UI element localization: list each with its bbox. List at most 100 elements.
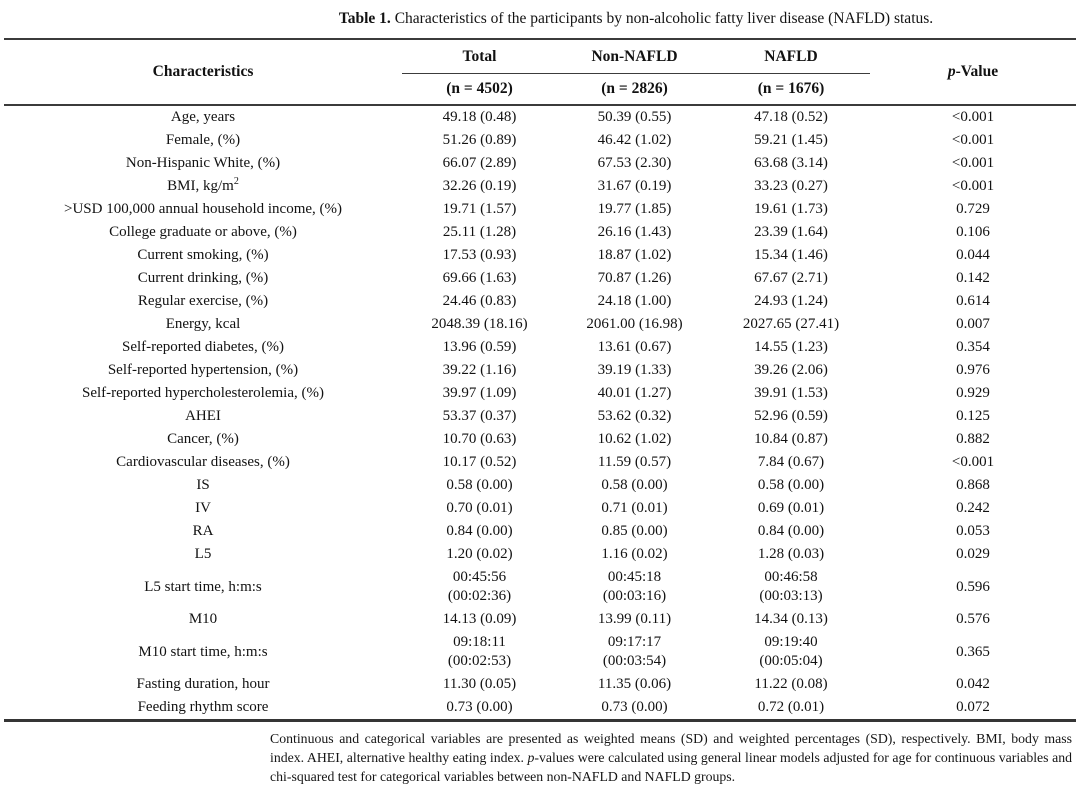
cell-nafld: 63.68 (3.14) <box>754 155 828 171</box>
cell-p-value: 0.053 <box>956 523 990 539</box>
cell-non-nafld: 67.53 (2.30) <box>597 155 672 171</box>
column-header-nafld: NAFLD <box>712 39 870 74</box>
cell-total: 14.13 (0.09) <box>442 611 517 627</box>
cell-total: 10.70 (0.63) <box>442 431 517 447</box>
table-row: Fasting duration, hour 11.30 (0.05) 11.35 … <box>4 673 1076 696</box>
p-value-italic-p: p <box>947 63 956 80</box>
cell-nafld: 23.39 (1.64) <box>754 224 828 240</box>
table-row: IV 0.70 (0.01) 0.71 (0.01) 0.69 (0.01) 0.242 <box>4 497 1076 520</box>
cell-line: 09:18:11 <box>453 634 506 650</box>
table-row: L5 1.20 (0.02) 1.16 (0.02) 1.28 (0.03) 0.029 <box>4 543 1076 566</box>
cell-nafld: 0.72 (0.01) <box>757 699 825 715</box>
table-caption-text: Characteristics of the participants by n… <box>390 10 934 27</box>
table-body: Age, years 49.18 (0.48) 50.39 (0.55) 47.18 … <box>4 105 1076 721</box>
table-footnote: Continuous and categorical variables are… <box>270 729 1072 786</box>
cell-p-value: 0.242 <box>956 500 990 516</box>
table-row: Non-Hispanic White, (%) 66.07 (2.89) 67.53… <box>4 152 1076 175</box>
cell-p-value: 0.976 <box>956 362 990 378</box>
row-label: Feeding rhythm score <box>137 699 269 715</box>
column-header-n-count: (n = 2826) <box>557 73 712 106</box>
cell-line: (00:03:54) <box>602 653 667 669</box>
cell-total: 11.30 (0.05) <box>442 676 517 692</box>
cell-p-value: 0.576 <box>956 611 990 627</box>
cell-non-nafld: 40.01 (1.27) <box>597 385 672 401</box>
row-label: Non-Hispanic White, (%) <box>125 155 281 171</box>
p-value-rest: -Value <box>955 63 999 80</box>
table-row: L5 start time, h:m:s 00:45:56 (00:02:36) 00… <box>4 566 1076 608</box>
column-header-characteristics: Characteristics <box>4 39 402 106</box>
row-label: IS <box>196 477 210 493</box>
cell-p-value: 0.007 <box>956 316 990 332</box>
cell-nafld: 11.22 (0.08) <box>754 676 828 692</box>
header-row-n: (n = 4502) (n = 2826) (n = 1676) <box>4 73 1076 106</box>
cell-non-nafld: 70.87 (1.26) <box>597 270 672 286</box>
row-label: Current smoking, (%) <box>137 247 269 263</box>
table-row: Energy, kcal 2048.39 (18.16) 2061.00 (16.9… <box>4 313 1076 336</box>
cell-nafld: 00:46:58 (00:03:13) <box>712 566 870 608</box>
cell-total: 32.26 (0.19) <box>442 178 517 194</box>
cell-total: 25.11 (1.28) <box>442 224 517 240</box>
cell-nafld: 0.84 (0.00) <box>757 523 825 539</box>
table-row: M10 14.13 (0.09) 13.99 (0.11) 14.34 (0.13) 0… <box>4 608 1076 631</box>
cell-nafld: 15.34 (1.46) <box>754 247 828 263</box>
cell-nafld: 39.26 (2.06) <box>754 362 828 378</box>
cell-total: 39.22 (1.16) <box>442 362 517 378</box>
cell-non-nafld: 26.16 (1.43) <box>597 224 672 240</box>
row-label: IV <box>195 500 211 516</box>
cell-p-value: <0.001 <box>951 178 995 194</box>
cell-line: 00:45:18 <box>607 569 662 585</box>
cell-p-value: 0.729 <box>956 201 990 217</box>
cell-non-nafld: 13.99 (0.11) <box>597 611 672 627</box>
cell-total: 0.70 (0.01) <box>446 500 513 516</box>
cell-non-nafld: 0.71 (0.01) <box>601 500 668 516</box>
cell-nafld: 0.69 (0.01) <box>757 500 825 516</box>
cell-total: 66.07 (2.89) <box>442 155 517 171</box>
table-row: College graduate or above, (%) 25.11 (1.2… <box>4 221 1076 244</box>
table-row: Age, years 49.18 (0.48) 50.39 (0.55) 47.18 … <box>4 105 1076 129</box>
row-label: Cardiovascular diseases, (%) <box>116 454 290 470</box>
cell-nafld: 59.21 (1.45) <box>754 132 828 148</box>
cell-non-nafld: 46.42 (1.02) <box>597 132 672 148</box>
cell-p-value: <0.001 <box>951 109 995 125</box>
cell-p-value: 0.596 <box>956 578 990 595</box>
table-row: >USD 100,000 annual household income, (%… <box>4 198 1076 221</box>
cell-p-value: <0.001 <box>951 132 995 148</box>
table-row: RA 0.84 (0.00) 0.85 (0.00) 0.84 (0.00) 0.053 <box>4 520 1076 543</box>
row-label: Fasting duration, hour <box>136 676 270 692</box>
cell-total: 53.37 (0.37) <box>442 408 517 424</box>
cell-total: 09:18:11 (00:02:53) <box>402 631 557 673</box>
cell-nafld: 09:19:40 (00:05:04) <box>712 631 870 673</box>
table-row: Female, (%) 51.26 (0.89) 46.42 (1.02) 59.21… <box>4 129 1076 152</box>
cell-nafld: 7.84 (0.67) <box>757 454 825 470</box>
footnote-italic-p: p <box>527 750 535 765</box>
table-row: Self-reported hypertension, (%) 39.22 (1.… <box>4 359 1076 382</box>
cell-p-value: 0.106 <box>956 224 990 240</box>
cell-non-nafld: 0.85 (0.00) <box>601 523 668 539</box>
row-label: Self-reported hypercholesterolemia, (%) <box>82 385 324 401</box>
cell-p-value: 0.882 <box>956 431 990 447</box>
row-label: College graduate or above, (%) <box>109 224 297 240</box>
row-label: Age, years <box>170 109 236 125</box>
table-row: BMI, kg/m2 32.26 (0.19) 31.67 (0.19) 33.23 … <box>4 175 1076 198</box>
table-row: AHEI 53.37 (0.37) 53.62 (0.32) 52.96 (0.59)… <box>4 405 1076 428</box>
cell-total: 51.26 (0.89) <box>442 132 517 148</box>
cell-total: 2048.39 (18.16) <box>431 316 528 332</box>
cell-non-nafld: 0.73 (0.00) <box>601 699 668 715</box>
row-label: Current drinking, (%) <box>137 270 269 286</box>
cell-nafld: 19.61 (1.73) <box>754 201 828 217</box>
cell-nafld: 67.67 (2.71) <box>754 270 828 286</box>
cell-total: 0.73 (0.00) <box>446 699 513 715</box>
cell-non-nafld: 10.62 (1.02) <box>597 431 672 447</box>
cell-total: 19.71 (1.57) <box>442 201 517 217</box>
cell-p-value: 0.365 <box>956 643 990 660</box>
cell-nafld: 52.96 (0.59) <box>754 408 828 424</box>
column-header-n-count: (n = 1676) <box>712 73 870 106</box>
cell-line: (00:05:04) <box>759 653 823 669</box>
column-header-total: Total <box>402 39 557 74</box>
cell-total: 69.66 (1.63) <box>442 270 517 286</box>
row-label: AHEI <box>185 408 221 424</box>
row-label: Female, (%) <box>165 132 241 148</box>
row-label: Self-reported hypertension, (%) <box>107 362 299 378</box>
table-row: M10 start time, h:m:s 09:18:11 (00:02:53) 0… <box>4 631 1076 673</box>
column-header-p-value: p-Value <box>870 39 1076 106</box>
